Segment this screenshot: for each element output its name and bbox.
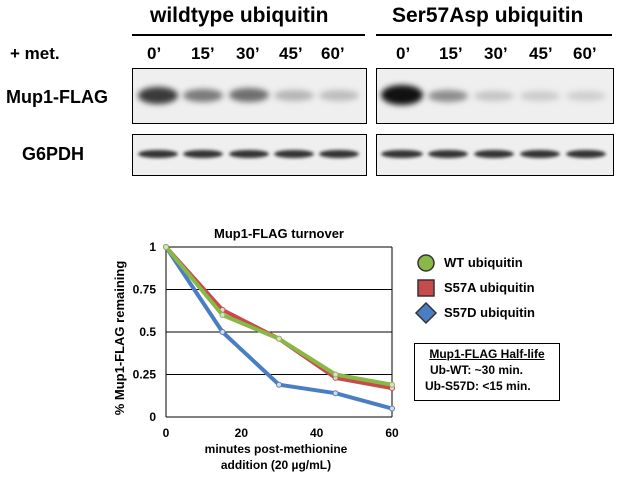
- legend-marker-diamond-icon: [414, 301, 438, 325]
- blot-band: [183, 150, 223, 158]
- legend-marker-square-icon: [417, 279, 435, 297]
- blot-band: [428, 150, 468, 158]
- timepoint-label: 60’: [321, 44, 345, 63]
- y-tick-label: 0.25: [133, 368, 157, 382]
- data-point: [276, 335, 282, 342]
- timepoint-label: 45’: [529, 44, 553, 63]
- series-line: [164, 245, 394, 387]
- panel-underline-wildtype: [132, 34, 365, 36]
- legend-label-wt: WT ubiquitin: [444, 255, 523, 270]
- x-tick-label: 0: [163, 426, 170, 440]
- data-point: [219, 329, 226, 335]
- blot-mup1-wildtype: [132, 68, 367, 124]
- blot-band: [138, 87, 178, 104]
- blot-band: [566, 150, 606, 158]
- blot-band: [428, 90, 468, 102]
- blot-band: [381, 85, 423, 105]
- blot-band: [229, 150, 269, 158]
- x-axis-label: addition (20 µg/mL): [221, 458, 331, 472]
- x-tick-label: 20: [235, 426, 249, 440]
- panel-title-wildtype: wildtype ubiquitin: [150, 4, 329, 27]
- row-label-mup1: Mup1-FLAG: [6, 87, 108, 107]
- chart-title: Mup1-FLAG turnover: [214, 226, 344, 241]
- blot-band: [183, 89, 223, 102]
- blot-band: [319, 90, 359, 101]
- blot-mup1-s57d: [376, 68, 614, 124]
- timepoint-label: 15’: [439, 44, 463, 63]
- timepoint-label: 30’: [484, 44, 508, 63]
- timepoint-label: 0’: [396, 44, 411, 63]
- series-line: [164, 245, 394, 391]
- blot-band: [229, 88, 269, 102]
- blot-g6pdh-s57d: [376, 134, 614, 176]
- data-point: [389, 405, 395, 412]
- blot-band: [274, 150, 314, 158]
- timepoint-label: 60’: [573, 44, 597, 63]
- panel-title-s57d: Ser57Asp ubiquitin: [392, 4, 584, 27]
- half-life-line: Ub-S57D: <15 min.: [425, 379, 531, 393]
- legend-marker-circle-icon: [417, 254, 435, 272]
- blot-band: [138, 150, 178, 158]
- half-life-box: Mup1-FLAG Half-life Ub-WT: ~30 min. Ub-S…: [414, 343, 560, 401]
- x-axis-label: minutes post-methionine: [205, 442, 348, 456]
- blot-band: [566, 91, 606, 101]
- data-point: [332, 390, 339, 397]
- y-tick-label: 1: [149, 240, 156, 254]
- half-life-line: Ub-WT: ~30 min.: [430, 363, 524, 377]
- blot-band: [520, 91, 560, 101]
- y-tick-label: 0: [149, 410, 156, 424]
- blot-band: [474, 91, 514, 101]
- blot-band: [381, 150, 423, 158]
- y-tick-label: 0.5: [139, 325, 156, 339]
- panel-underline-s57d: [376, 34, 612, 36]
- timepoint-label: 30’: [236, 44, 260, 63]
- data-point: [219, 312, 226, 318]
- timepoint-label: 15’: [191, 44, 215, 63]
- data-point: [163, 244, 169, 250]
- y-tick-label: 0.75: [133, 283, 157, 297]
- timepoint-label: 0’: [147, 44, 162, 63]
- blot-band: [319, 150, 359, 158]
- data-point: [389, 381, 395, 388]
- row-label-g6pdh: G6PDH: [22, 144, 85, 164]
- data-point: [276, 381, 282, 388]
- half-life-title: Mup1-FLAG Half-life: [429, 347, 545, 361]
- timepoint-label: 45’: [279, 44, 303, 63]
- blot-g6pdh-wildtype: [132, 134, 367, 176]
- blot-band: [520, 150, 560, 158]
- data-point: [332, 371, 339, 378]
- treatment-label: + met.: [10, 44, 60, 63]
- y-axis-label: % Mup1-FLAG remaining: [112, 261, 127, 416]
- blot-band: [274, 90, 314, 101]
- x-tick-label: 40: [310, 426, 324, 440]
- legend-label-s57a: S57A ubiquitin: [444, 280, 535, 295]
- x-tick-label: 60: [385, 426, 399, 440]
- blot-band: [474, 150, 514, 158]
- legend-label-s57d: S57D ubiquitin: [444, 305, 535, 320]
